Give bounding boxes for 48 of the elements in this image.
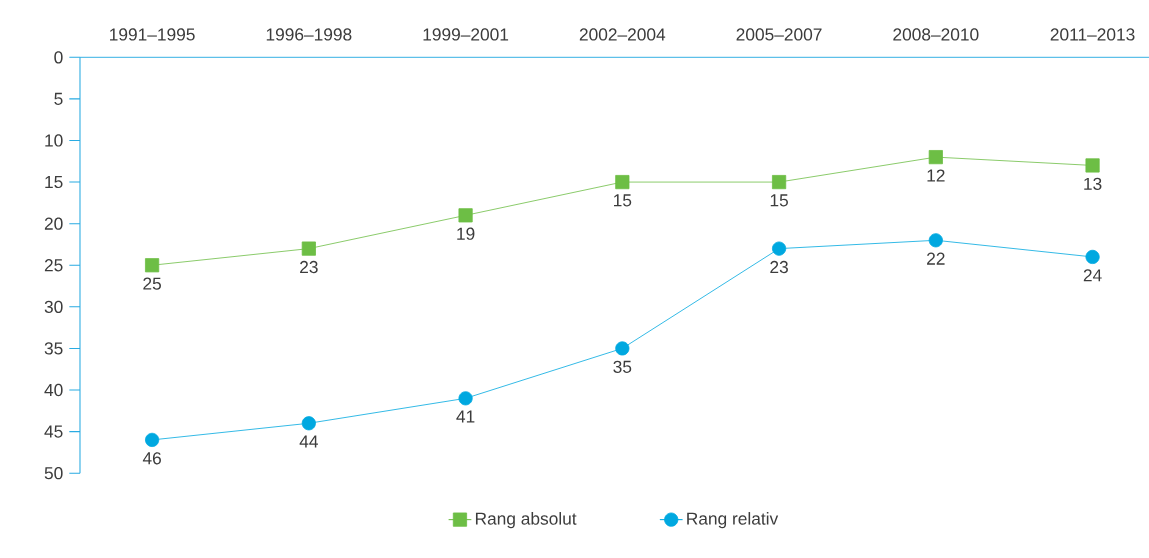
data-label: 25: [143, 277, 161, 290]
data-label: 19: [457, 227, 475, 240]
data-label: 35: [613, 360, 632, 373]
point: [458, 391, 473, 406]
y-tick-label: 5: [54, 92, 63, 105]
x-tick-label: 2008–2010: [893, 28, 979, 41]
point: [928, 233, 943, 248]
y-tick-label: 40: [44, 383, 63, 396]
y-tick-label: 20: [44, 217, 63, 230]
x-tick-label: 2005–2007: [736, 28, 822, 41]
data-label: 15: [614, 194, 632, 207]
point: [301, 415, 316, 431]
data-label: 15: [770, 194, 788, 207]
data-label: 13: [1084, 177, 1102, 190]
point: [145, 432, 160, 447]
x-tick-label: 1991–1995: [110, 28, 195, 41]
y-tick-label: 25: [44, 258, 63, 272]
point: [458, 208, 473, 223]
data-label: 22: [927, 252, 945, 265]
data-label: 44: [299, 435, 318, 448]
point: [145, 257, 160, 273]
x-tick-label: 2011–2013: [1050, 28, 1135, 41]
legend-label: Rang absolut: [475, 511, 577, 528]
data-label: 46: [142, 451, 161, 465]
point: [928, 149, 943, 164]
y-tick-label: 10: [45, 134, 63, 147]
legend-label: Rang relativ: [687, 511, 779, 528]
y-tick-label: 0: [54, 50, 63, 64]
y-tick-label: 15: [45, 175, 63, 188]
data-label: 23: [300, 260, 318, 273]
y-tick-label: 30: [44, 300, 63, 313]
x-tick-label: 1996–1998: [266, 28, 352, 41]
data-label: 12: [927, 169, 945, 182]
y-tick-label: 35: [44, 342, 63, 355]
point: [772, 241, 787, 256]
data-label: 24: [1083, 268, 1102, 282]
y-tick-label: 45: [44, 425, 63, 438]
point: [615, 341, 630, 356]
y-tick-label: 50: [44, 466, 63, 480]
point: [615, 174, 630, 189]
x-tick-label: 2002–2004: [579, 28, 666, 41]
data-label: 41: [456, 410, 475, 423]
point: [1085, 158, 1100, 173]
point: [1085, 249, 1100, 264]
point: [301, 241, 316, 256]
x-tick-label: 1999–2001: [423, 28, 509, 41]
data-label: 23: [770, 260, 788, 273]
point: [772, 174, 787, 189]
